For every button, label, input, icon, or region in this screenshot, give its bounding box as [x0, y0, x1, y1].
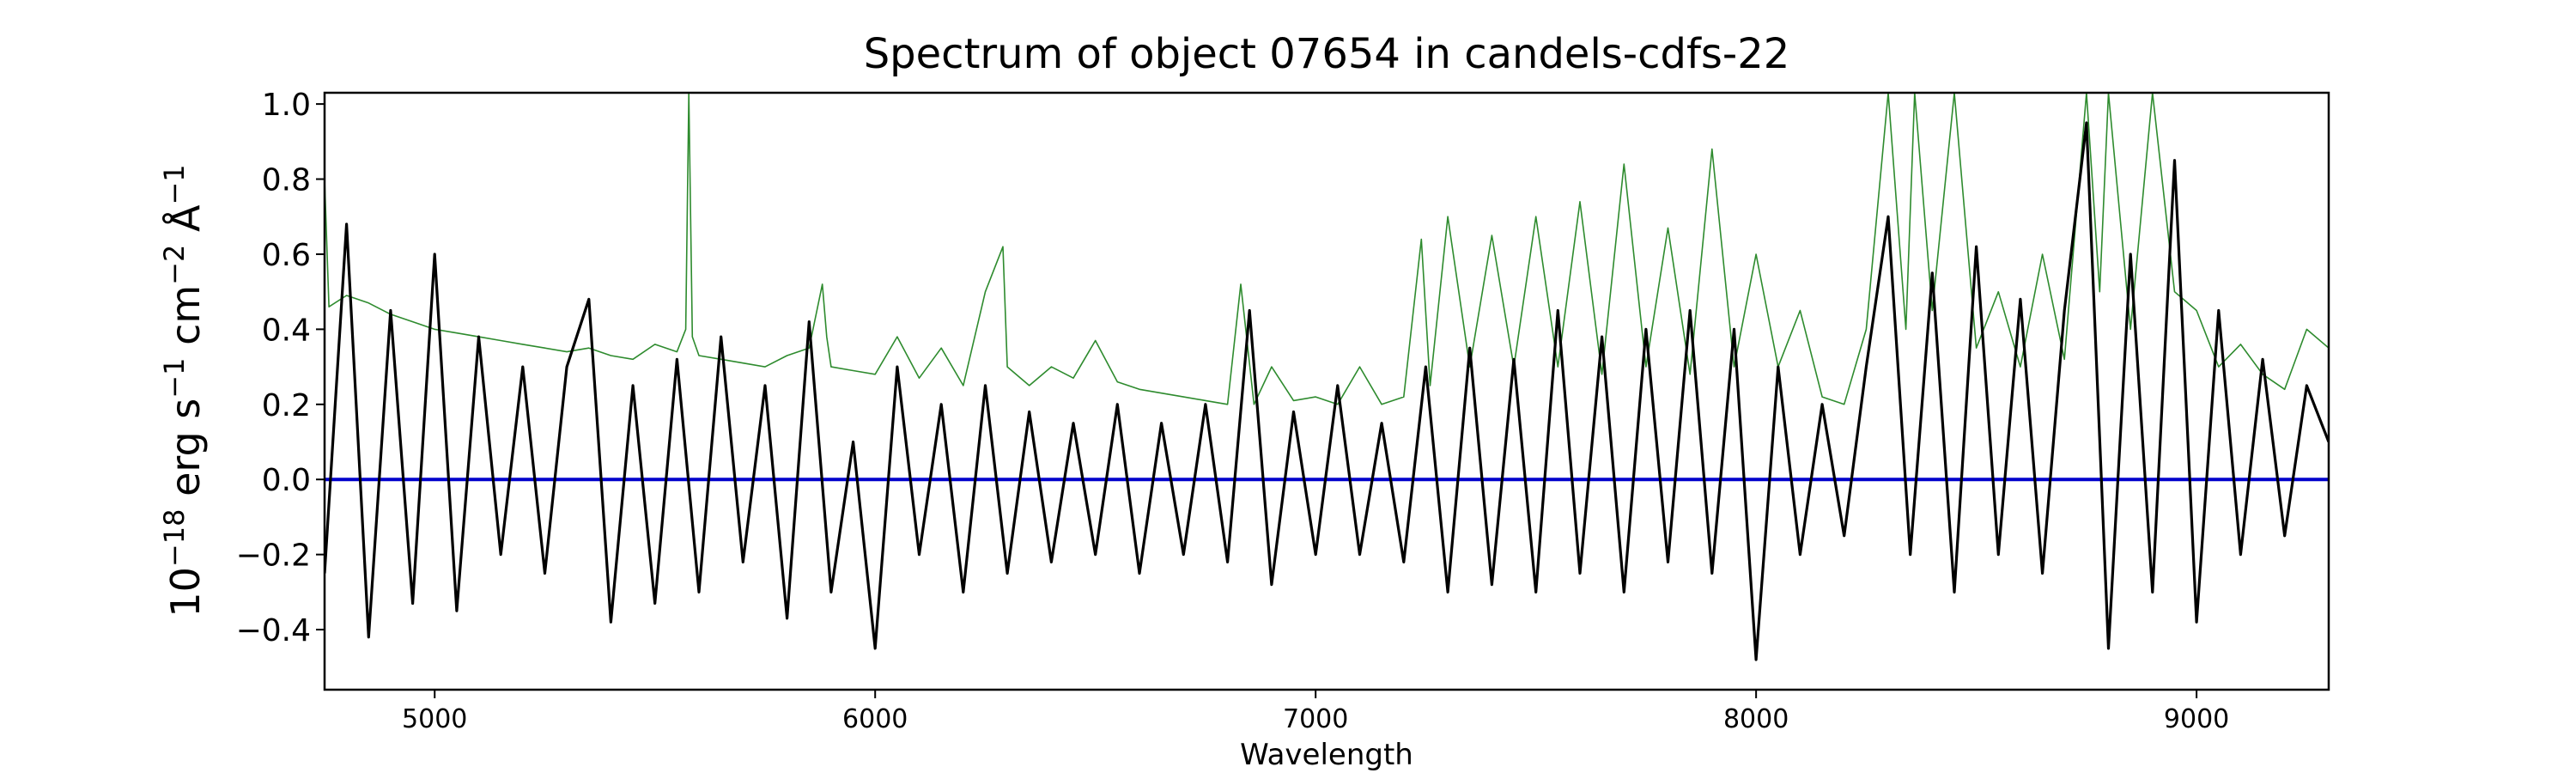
y-axis-label-unit-1: erg s: [162, 399, 209, 496]
y-tick-label-0.2: 0.2: [262, 388, 311, 423]
x-tick-label-6000: 6000: [842, 704, 908, 734]
y-tick-label-0.4: 0.4: [262, 313, 311, 348]
x-axis-label: Wavelength: [1240, 738, 1413, 772]
y-tick-label-0.6: 0.6: [262, 238, 311, 273]
plot-frame: [323, 91, 2330, 691]
y-tick-label--0.2: −0.2: [236, 539, 311, 574]
series-layer: [325, 93, 2329, 661]
y-axis-label-unit-1-exp: −1: [158, 358, 191, 399]
y-axis: −0.4 −0.2 0.0 0.2 0.4 0.6 0.8 1.0: [236, 88, 325, 648]
y-axis-label-base: 10: [162, 567, 209, 618]
y-tick-label-0.8: 0.8: [262, 163, 311, 198]
y-axis-label-unit-3-exp: −1: [158, 164, 191, 204]
x-tick-label-8000: 8000: [1723, 704, 1789, 734]
x-axis: 5000 6000 7000 8000 9000: [402, 690, 2229, 734]
x-tick-label-5000: 5000: [402, 704, 467, 734]
series-line-error: [325, 93, 2329, 405]
y-tick-label-1: 1.0: [262, 88, 311, 123]
chart-title: Spectrum of object 07654 in candels-cdfs…: [864, 30, 1790, 78]
y-axis-label-unit-2: cm: [162, 285, 209, 345]
x-tick-label-7000: 7000: [1283, 704, 1348, 734]
series-line-flux: [325, 121, 2329, 661]
y-axis-label-exp: −18: [158, 509, 191, 568]
y-axis-label-unit-3: Å: [162, 204, 209, 232]
y-tick-label--0.4: −0.4: [236, 613, 311, 648]
y-axis-label-unit-2-exp: −2: [158, 245, 191, 285]
y-tick-label-0: 0.0: [262, 463, 311, 498]
plot-area: [323, 91, 2330, 691]
x-tick-label-9000: 9000: [2164, 704, 2229, 734]
y-axis-label: 10−18 erg s−1 cm−2 Å−1: [158, 164, 209, 617]
